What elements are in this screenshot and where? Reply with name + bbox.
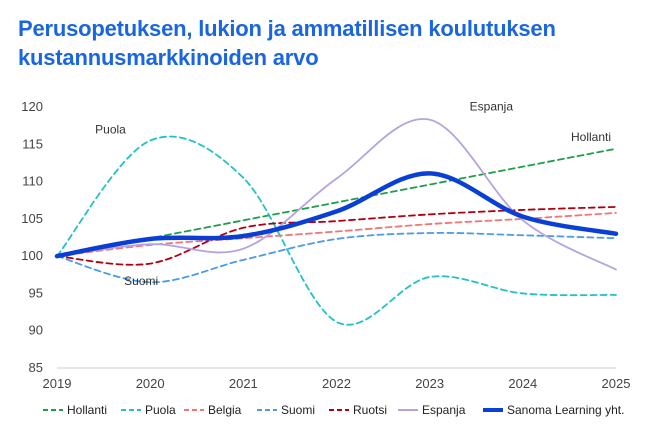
series-line-puola [56,135,617,326]
y-tick-label: 95 [29,285,43,300]
x-tick-label: 2025 [602,376,631,391]
series-line-suomi [56,232,617,284]
legend-label: Puola [145,403,176,417]
annotation-label: Puola [95,123,126,137]
annotation-label: Espanja [470,100,514,114]
series-line-sanoma-learning-yht [54,171,619,259]
x-tick-label: 2021 [229,376,258,391]
legend-label: Ruotsi [353,403,387,417]
y-tick-label: 110 [22,174,43,189]
series-line-ruotsi [56,206,617,266]
legend-label: Suomi [281,403,315,417]
x-tick-label: 2020 [136,376,165,391]
y-tick-label: 120 [21,99,43,114]
annotation-label: Hollanti [571,130,611,144]
x-tick-label: 2022 [322,376,351,391]
legend-label: Hollanti [67,403,107,417]
y-tick-label: 90 [29,323,43,338]
annotation-label: Suomi [124,274,158,288]
x-tick-label: 2024 [508,376,537,391]
chart-title: Perusopetuksen, lukion ja ammatillisen k… [18,16,556,70]
legend-label: Belgia [208,403,242,417]
x-tick-label: 2019 [43,376,72,391]
legend-label: Espanja [422,403,466,417]
series-line-espanja [56,118,617,271]
x-tick-label: 2023 [415,376,444,391]
legend-label: Sanoma Learning yht. [507,403,624,417]
y-tick-label: 115 [22,136,43,151]
y-tick-label: 85 [29,360,43,375]
y-tick-label: 105 [21,211,43,226]
y-tick-label: 100 [21,248,43,263]
